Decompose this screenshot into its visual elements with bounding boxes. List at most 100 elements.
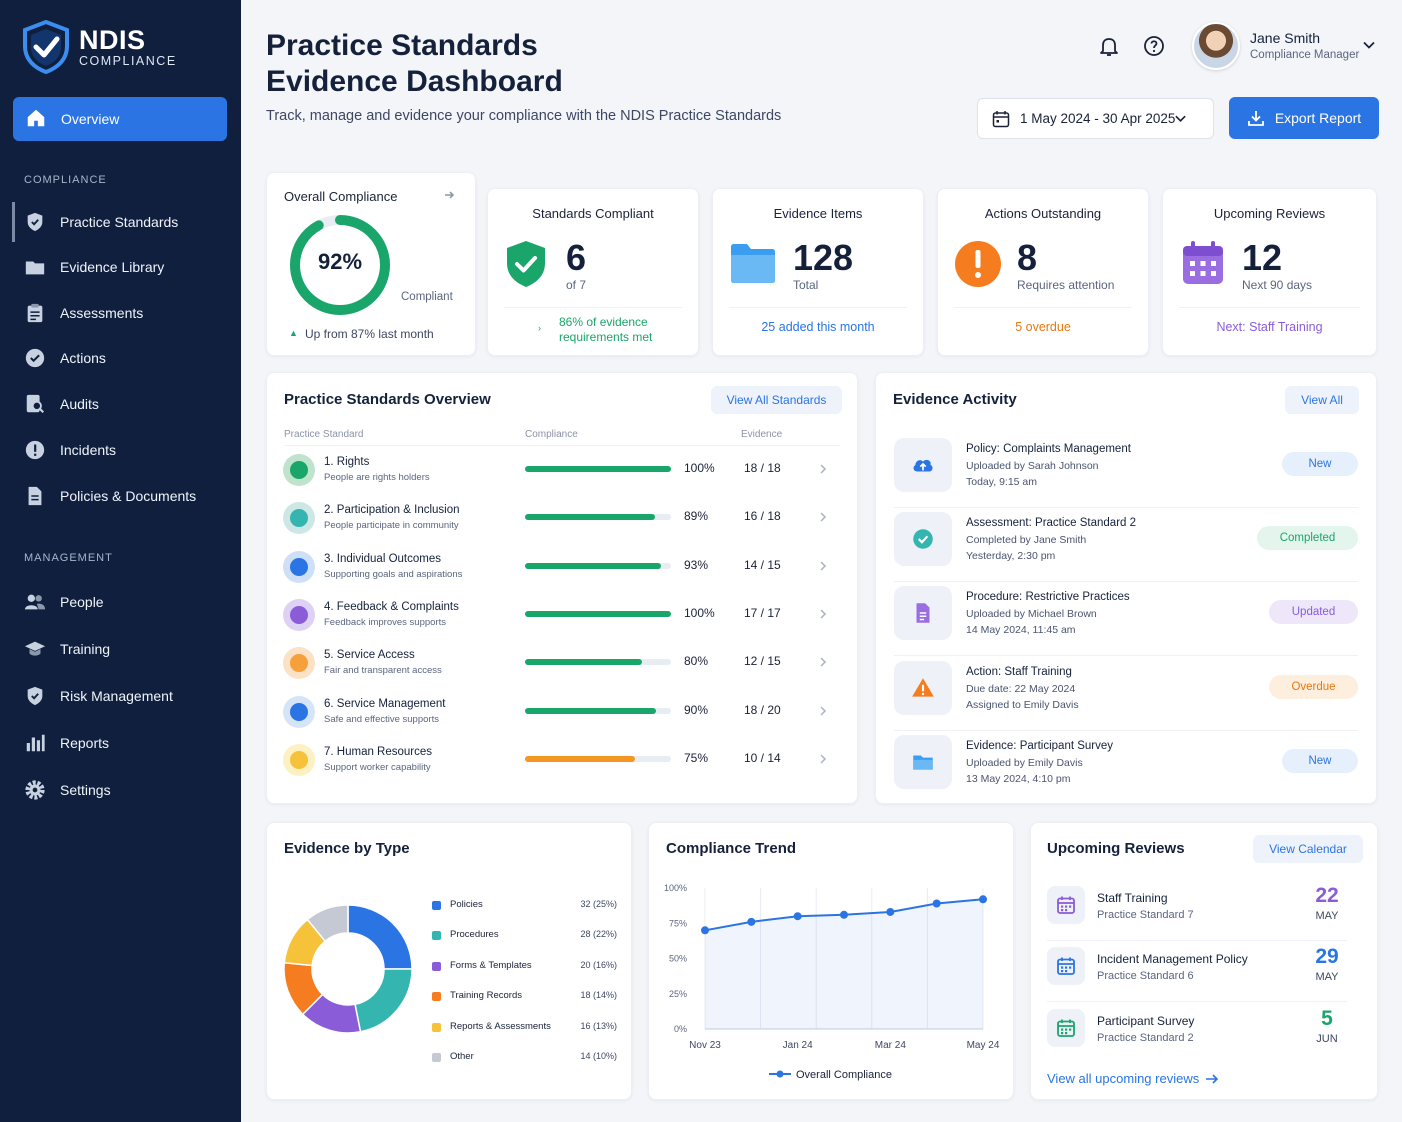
legend-item: Reports & Assessments 16 (13%) <box>432 1020 617 1036</box>
help-icon[interactable] <box>1142 34 1166 58</box>
chevron-down-icon[interactable] <box>1362 38 1376 52</box>
compliance-bar-fill <box>525 707 657 714</box>
standard-row[interactable]: 6. Service Management Safe and effective … <box>283 695 843 744</box>
chevron-right-icon[interactable] <box>818 511 828 523</box>
standard-row[interactable]: 5. Service Access Fair and transparent ac… <box>283 647 843 695</box>
activity-title: Procedure: Restrictive Practices <box>966 591 1130 604</box>
evidence-by-type-card: Evidence by Type Policies 32 (25%) Procedu… <box>266 822 632 1100</box>
nav-item-policies-documents[interactable]: Policies & Documents <box>12 476 228 516</box>
legend-label: Other <box>450 1051 474 1062</box>
data-point[interactable] <box>886 907 895 916</box>
user-name[interactable]: Jane Smith <box>1250 30 1321 46</box>
legend-label: Procedures <box>450 929 499 941</box>
nav-item-reports[interactable]: Reports <box>12 723 228 763</box>
chevron-right-icon[interactable] <box>818 463 828 475</box>
nav-item-training[interactable]: Training <box>12 629 228 669</box>
data-point[interactable] <box>701 926 709 935</box>
activity-meta: Today, 9:15 am <box>966 476 1038 488</box>
audit-search-icon <box>24 393 46 415</box>
evidence-count: 12 / 15 <box>744 654 781 669</box>
evidence-items-foot[interactable]: 25 added this month <box>729 307 907 334</box>
standard-name: 3. Individual Outcomes <box>324 552 441 565</box>
overall-compliance-value: 92% <box>317 249 363 274</box>
activity-item[interactable]: Policy: Complaints Management Uploaded by… <box>894 438 1358 508</box>
upcoming-reviews-card[interactable]: Upcoming Reviews 12 Next 90 days Next: S… <box>1162 188 1377 356</box>
legend-label: Forms & Templates <box>450 959 532 971</box>
review-item[interactable]: Participant Survey Practice Standard 2 5 JU… <box>1047 1007 1347 1059</box>
brand-logo[interactable]: NDIS COMPLIANCE <box>22 20 177 74</box>
nav-item-risk-management[interactable]: Risk Management <box>12 676 228 716</box>
view-calendar-button[interactable]: View Calendar <box>1253 835 1363 863</box>
upcoming-reviews-title: Upcoming Reviews <box>1213 206 1326 221</box>
review-title: Participant Survey <box>1097 1013 1195 1028</box>
nav-item-label: Reports <box>60 735 110 751</box>
avatar[interactable] <box>1192 22 1240 70</box>
data-point[interactable] <box>932 899 941 908</box>
standard-row[interactable]: 4. Feedback & Complaints Feedback improve… <box>283 598 843 647</box>
data-point[interactable] <box>979 895 987 904</box>
export-report-button[interactable]: Export Report <box>1229 97 1379 139</box>
chevron-right-icon[interactable] <box>818 656 828 668</box>
nav-item-overview[interactable]: Overview <box>13 97 227 141</box>
nav-item-settings[interactable]: Settings <box>12 770 228 810</box>
data-point[interactable] <box>793 912 802 921</box>
compliance-percent: 89% <box>684 509 709 524</box>
actions-outstanding-card[interactable]: Actions Outstanding 8 Requires attention… <box>937 188 1149 356</box>
standard-row[interactable]: 7. Human Resources Support worker capabil… <box>283 743 843 792</box>
overall-compliance-card[interactable]: Overall Compliance 92% Compliant ▲ Up fr… <box>266 172 476 356</box>
alert-circle-icon <box>24 439 46 461</box>
section-title: Evidence Activity <box>893 391 1017 408</box>
standards-compliant-card[interactable]: Standards Compliant 6 of 7 › 86% of evid… <box>487 188 699 356</box>
legend-swatch <box>432 1022 441 1032</box>
activity-item[interactable]: Procedure: Restrictive Practices Uploaded… <box>894 586 1358 657</box>
nav-item-actions[interactable]: Actions <box>12 338 228 378</box>
chevron-right-icon[interactable] <box>818 608 828 620</box>
legend-value: 28 (22%) <box>580 929 617 940</box>
activity-item[interactable]: Action: Staff Training Due date: 22 May 2… <box>894 660 1358 731</box>
nav-item-evidence-library[interactable]: Evidence Library <box>12 247 228 287</box>
data-point[interactable] <box>747 917 756 926</box>
nav-item-label: Policies & Documents <box>60 488 197 504</box>
chevron-right-icon[interactable] <box>818 753 828 765</box>
y-tick-label: 75% <box>669 918 687 928</box>
data-point[interactable] <box>840 910 848 919</box>
view-all-activity-button[interactable]: View All <box>1285 386 1359 414</box>
evidence-items-card[interactable]: Evidence Items 128 Total 25 added this m… <box>712 188 924 356</box>
chevron-down-icon <box>1175 115 1186 123</box>
review-item[interactable]: Staff Training Practice Standard 7 22 MAY <box>1047 884 1347 941</box>
chevron-right-icon[interactable] <box>818 705 828 717</box>
sidebar: NDIS COMPLIANCE Overview COMPLIANCE Prac… <box>0 0 241 1122</box>
standard-row[interactable]: 3. Individual Outcomes Supporting goals a… <box>283 550 843 599</box>
bell-icon[interactable] <box>1097 34 1121 58</box>
standard-desc: Fair and transparent access <box>324 665 442 677</box>
chevron-right-icon[interactable] <box>818 560 828 572</box>
nav-item-label: People <box>60 594 104 610</box>
review-item[interactable]: Incident Management Policy Practice Stand… <box>1047 945 1347 1003</box>
y-tick-label: 25% <box>669 989 687 999</box>
standard-row[interactable]: 1. Rights People are rights holders 100% 18… <box>283 454 843 502</box>
view-all-standards-button[interactable]: View All Standards <box>711 386 842 414</box>
nav-item-assessments[interactable]: Assessments <box>12 293 228 333</box>
nav-item-audits[interactable]: Audits <box>12 384 228 424</box>
practice-standards-overview-card: Practice Standards Overview View All Sta… <box>266 372 858 804</box>
view-all-reviews-link[interactable]: View all upcoming reviews <box>1047 1071 1219 1086</box>
alert-circle-icon <box>955 241 1001 287</box>
actions-outstanding-foot[interactable]: 5 overdue <box>954 307 1132 334</box>
compliance-bar <box>525 755 671 762</box>
activity-title: Evidence: Participant Survey <box>966 739 1114 752</box>
activity-item[interactable]: Evidence: Participant Survey Uploaded by … <box>894 734 1358 805</box>
standard-row[interactable]: 2. Participation & Inclusion People parti… <box>283 502 843 550</box>
brand-name: NDIS <box>79 25 146 55</box>
date-range-picker[interactable]: 1 May 2024 - 30 Apr 2025 <box>977 98 1214 139</box>
nav-item-incidents[interactable]: Incidents <box>12 430 228 470</box>
nav-item-people[interactable]: People <box>12 582 228 622</box>
activity-item[interactable]: Assessment: Practice Standard 2 Completed… <box>894 512 1358 583</box>
status-badge: New <box>1282 748 1358 773</box>
upcoming-reviews-foot[interactable]: Next: Staff Training <box>1179 307 1360 334</box>
nav-item-practice-standards[interactable]: Practice Standards <box>12 202 228 242</box>
compliance-bar <box>525 707 671 714</box>
arrow-right-icon[interactable] <box>443 189 455 201</box>
compliance-percent: 100% <box>684 461 715 475</box>
page-title: Practice Standards Evidence Dashboard <box>266 28 563 100</box>
legend-value: 18 (14%) <box>580 990 617 1001</box>
